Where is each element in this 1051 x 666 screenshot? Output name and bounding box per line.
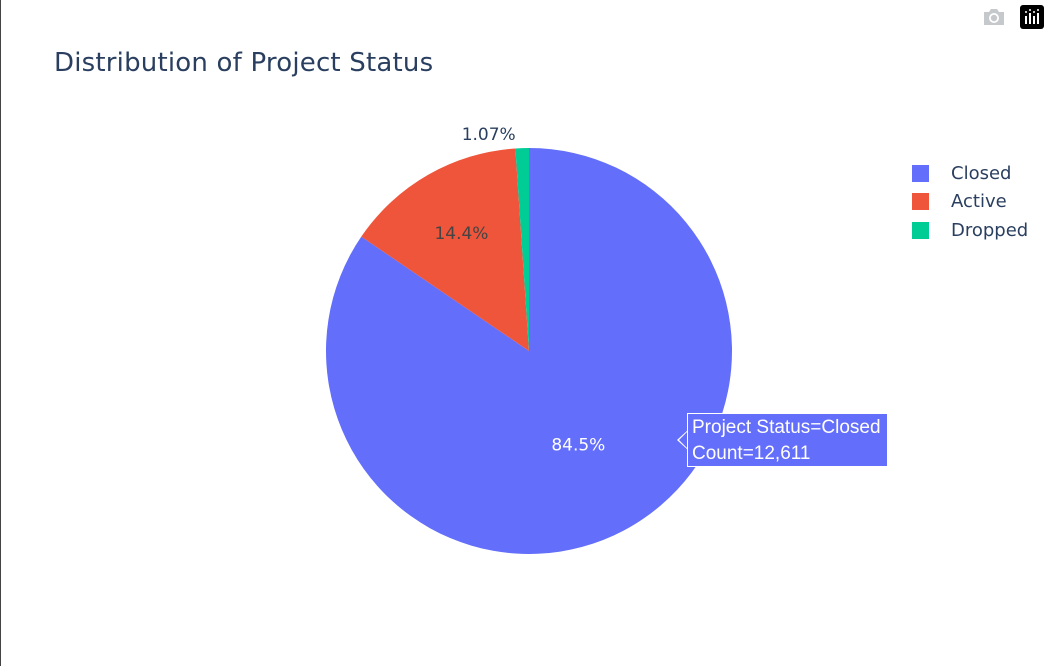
pie-slice-dropped[interactable] <box>515 148 529 351</box>
hover-line-2: Count=12,611 <box>692 443 811 464</box>
hover-tooltip-arrow-fill <box>679 431 688 449</box>
frame-border <box>0 0 1 666</box>
legend-swatch <box>912 164 929 182</box>
slice-label-closed: 84.5% <box>551 435 605 455</box>
legend-item-active[interactable]: Active <box>912 188 1028 217</box>
legend-label: Closed <box>951 162 1012 184</box>
modebar <box>981 4 1045 30</box>
legend-label: Dropped <box>951 219 1029 241</box>
hover-tooltip: Project Status=Closed Count=12,611 <box>687 413 888 467</box>
legend-swatch <box>912 193 929 211</box>
camera-icon[interactable] <box>981 4 1007 30</box>
slice-label-active: 14.4% <box>434 224 488 244</box>
legend-swatch <box>912 221 929 239</box>
legend: Closed Active Dropped <box>912 159 1028 245</box>
legend-item-dropped[interactable]: Dropped <box>912 216 1028 245</box>
hover-line-1: Project Status=Closed <box>692 417 881 438</box>
legend-item-closed[interactable]: Closed <box>912 159 1028 188</box>
chart-title: Distribution of Project Status <box>54 48 434 78</box>
legend-label: Active <box>951 191 1007 213</box>
plotly-logo-icon[interactable] <box>1019 4 1045 30</box>
pie-slice-active[interactable] <box>361 148 529 351</box>
slice-label-dropped: 1.07% <box>462 125 516 145</box>
